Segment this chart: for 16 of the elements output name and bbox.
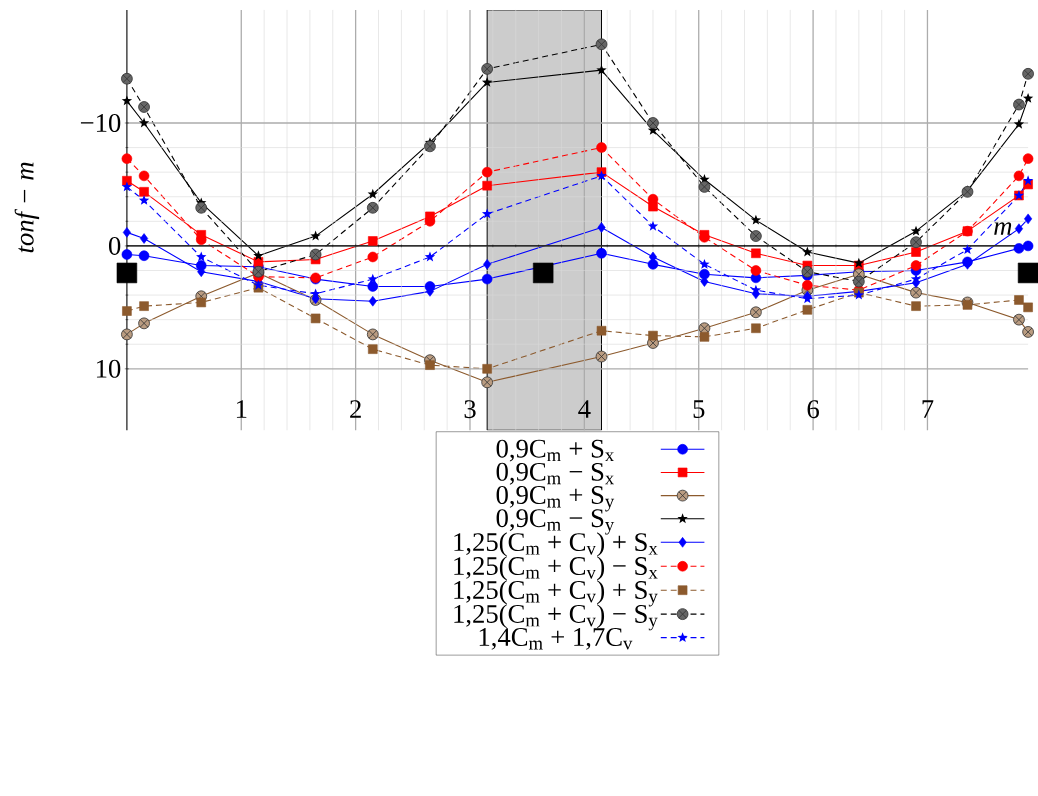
x-tick-label: 5 [693,400,705,418]
x-tick-label: 1 [236,400,247,418]
legend-label: 1,25(C$_{m}$ + C$_{v}$) − S$_{x}$ [454,556,658,581]
x-tick-label: 6 [807,400,819,419]
x-tick-label: 4 [578,400,591,418]
x-axis-title: m [994,222,1012,235]
legend-label: 1,4C$_{m}$ + 1,7C$_{v}$ [479,628,633,650]
legend-label: 0,9C$_{m}$ + S$_{x}$ [496,439,615,462]
y-tick-label: 0 [108,236,121,255]
y-axis-title: tonf − m [14,162,40,253]
x-tick-label: 2 [350,400,361,418]
x-tick-label: 3 [464,400,476,419]
x-tick-label: 7 [922,400,934,418]
y-tick-label: −10 [80,113,121,132]
legend-label: 0,9C$_{m}$ − S$_{x}$ [496,462,615,485]
y-tick-label: 10 [96,359,121,378]
